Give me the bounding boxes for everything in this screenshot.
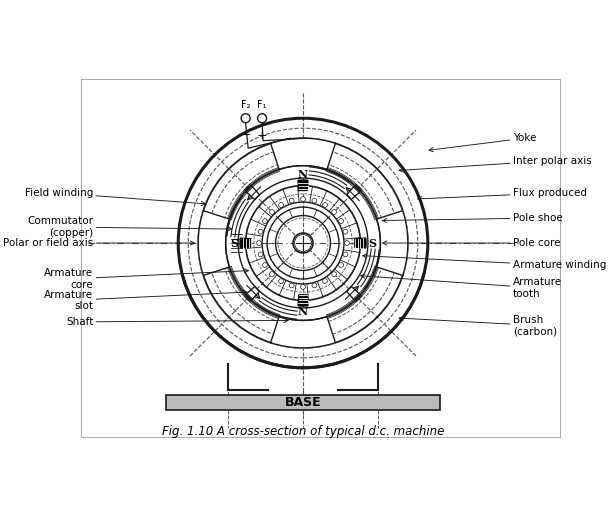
Circle shape xyxy=(178,118,428,368)
Circle shape xyxy=(262,219,267,223)
Circle shape xyxy=(270,209,274,214)
Circle shape xyxy=(332,272,337,277)
Polygon shape xyxy=(376,211,408,276)
Text: Brush
(carbon): Brush (carbon) xyxy=(399,315,557,336)
Text: Yoke: Yoke xyxy=(429,133,536,152)
Circle shape xyxy=(312,283,317,288)
Polygon shape xyxy=(298,295,308,306)
Text: +: + xyxy=(257,129,267,142)
Polygon shape xyxy=(271,138,336,169)
Text: Armature winding: Armature winding xyxy=(363,254,606,270)
Circle shape xyxy=(345,240,350,246)
Text: F₁: F₁ xyxy=(257,100,267,110)
Circle shape xyxy=(312,198,317,203)
Circle shape xyxy=(301,284,306,289)
Text: Armature
slot: Armature slot xyxy=(45,289,247,311)
Text: Armature
core: Armature core xyxy=(45,268,248,290)
Circle shape xyxy=(279,279,284,283)
Circle shape xyxy=(293,233,313,253)
Circle shape xyxy=(301,197,306,201)
Text: Commutator
(copper): Commutator (copper) xyxy=(27,216,232,238)
Text: Shaft: Shaft xyxy=(66,317,289,327)
Text: F₂: F₂ xyxy=(241,100,250,110)
Text: Polar or field axis: Polar or field axis xyxy=(3,238,195,248)
Circle shape xyxy=(339,263,343,267)
Text: Inter polar axis: Inter polar axis xyxy=(399,156,592,172)
Text: S: S xyxy=(368,237,376,249)
Circle shape xyxy=(258,252,263,257)
Circle shape xyxy=(332,209,337,214)
Text: N: N xyxy=(298,307,308,317)
Circle shape xyxy=(262,263,267,267)
Circle shape xyxy=(343,252,348,257)
Bar xyxy=(166,395,440,410)
Circle shape xyxy=(257,114,267,123)
Polygon shape xyxy=(246,166,361,200)
Polygon shape xyxy=(198,211,229,276)
Text: BASE: BASE xyxy=(285,396,321,409)
Polygon shape xyxy=(246,286,361,320)
Circle shape xyxy=(289,283,294,288)
Circle shape xyxy=(258,229,263,234)
Polygon shape xyxy=(226,186,260,300)
Text: Armature
tooth: Armature tooth xyxy=(361,274,562,299)
Circle shape xyxy=(257,240,262,246)
Text: Field winding: Field winding xyxy=(25,188,206,205)
Text: S: S xyxy=(230,237,238,249)
Text: Pole core: Pole core xyxy=(382,238,560,248)
Polygon shape xyxy=(271,317,336,348)
Polygon shape xyxy=(240,238,251,248)
Circle shape xyxy=(343,229,348,234)
Circle shape xyxy=(279,203,284,207)
Circle shape xyxy=(339,219,343,223)
Circle shape xyxy=(323,279,328,283)
Circle shape xyxy=(270,272,274,277)
Polygon shape xyxy=(355,238,366,248)
Text: Fig. 1.10 A cross-section of typical d.c. machine: Fig. 1.10 A cross-section of typical d.c… xyxy=(162,425,444,438)
Circle shape xyxy=(241,114,250,123)
Circle shape xyxy=(323,203,328,207)
Circle shape xyxy=(289,198,294,203)
Polygon shape xyxy=(298,180,308,191)
Text: −: − xyxy=(240,129,251,142)
Text: Flux produced: Flux produced xyxy=(418,188,587,201)
Text: Pole shoe: Pole shoe xyxy=(382,213,562,223)
Text: N: N xyxy=(298,169,308,180)
Polygon shape xyxy=(346,186,381,300)
